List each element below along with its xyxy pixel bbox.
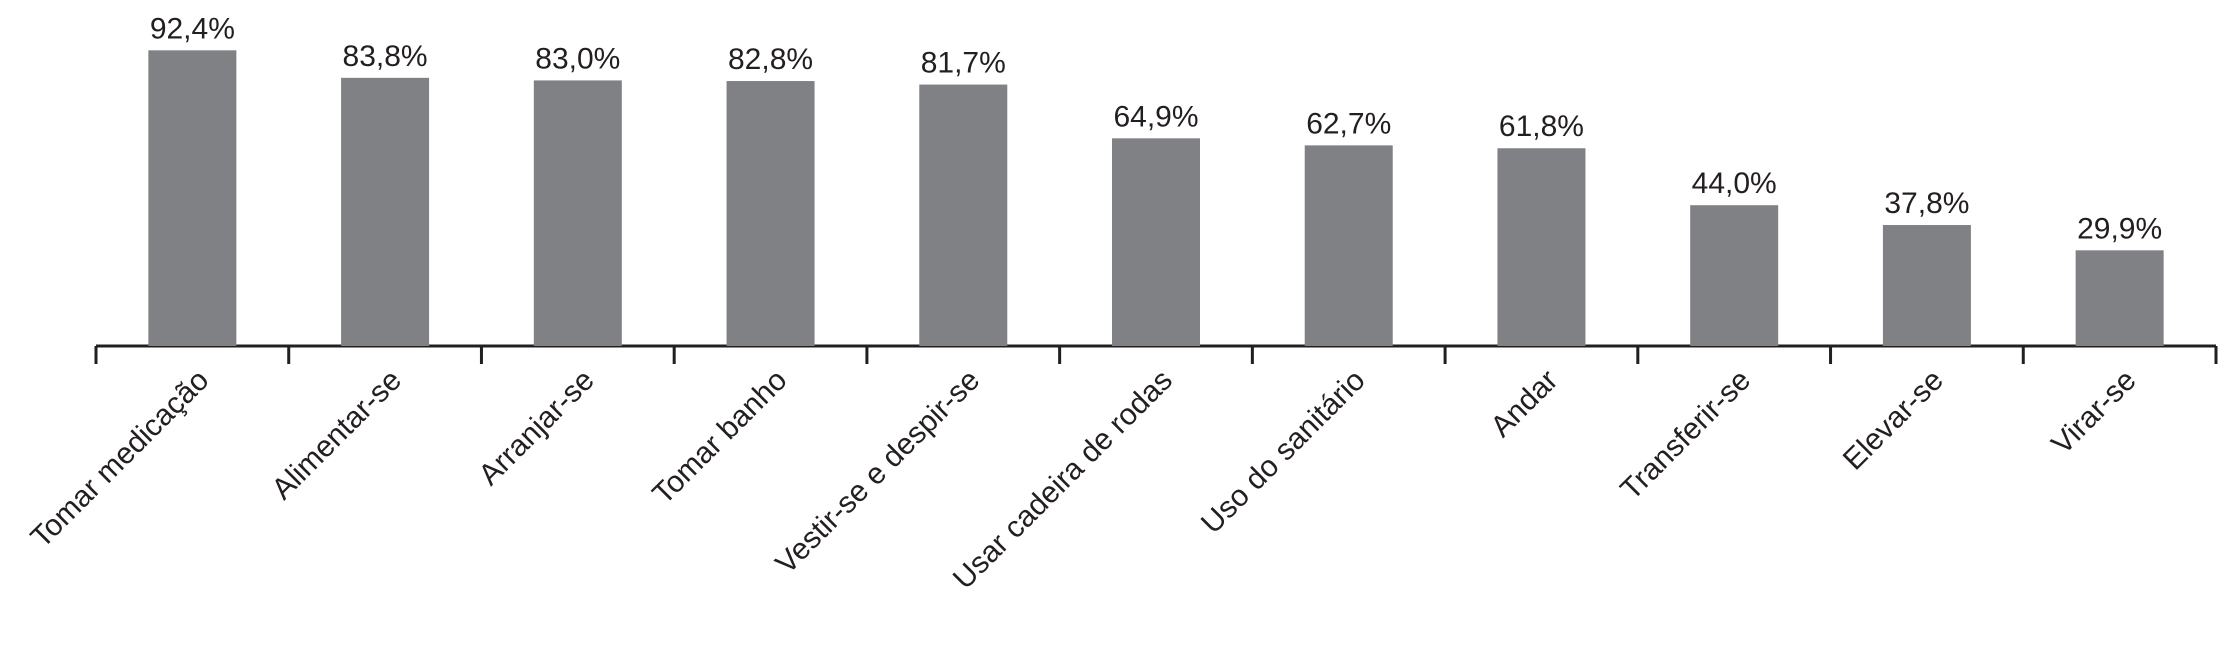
- value-label: 44,0%: [1692, 167, 1777, 200]
- bar: [1112, 138, 1200, 346]
- x-tick-label: Alimentar-se: [266, 364, 408, 506]
- bar: [919, 84, 1008, 346]
- x-tick-label: Arranjar-se: [473, 364, 601, 492]
- bar: [726, 81, 815, 346]
- value-label: 92,4%: [150, 12, 235, 45]
- bar: [1304, 145, 1393, 346]
- bar: [1497, 148, 1586, 346]
- value-label: 29,9%: [2077, 212, 2162, 245]
- value-label: 83,8%: [343, 40, 428, 73]
- value-label: 64,9%: [1113, 100, 1198, 133]
- x-tick-label: Vestir-se e despir-se: [770, 364, 987, 581]
- value-label: 82,8%: [728, 43, 813, 76]
- bar: [1690, 205, 1779, 346]
- value-label: 62,7%: [1306, 107, 1391, 140]
- bar: [2075, 250, 2164, 346]
- value-label: 83,0%: [535, 42, 620, 75]
- x-tick-label: Tomar banho: [646, 364, 793, 511]
- value-label: 61,8%: [1499, 110, 1584, 143]
- bar: [1882, 225, 1971, 346]
- x-tick-label: Elevar-se: [1837, 364, 1950, 477]
- x-tick-label: Uso do sanitário: [1195, 364, 1372, 541]
- x-tick-label: Transferir-se: [1614, 364, 1757, 507]
- x-tick-label: Andar: [1484, 364, 1564, 444]
- x-tick-label: Tomar medicação: [25, 364, 216, 555]
- value-label: 81,7%: [921, 47, 1006, 80]
- value-label: 37,8%: [1884, 187, 1969, 220]
- bar: [341, 77, 430, 346]
- bar: [148, 50, 237, 346]
- x-tick-label: Usar cadeira de rodas: [947, 364, 1179, 596]
- bar: [533, 80, 622, 347]
- x-tick-label: Virar-se: [2045, 364, 2142, 461]
